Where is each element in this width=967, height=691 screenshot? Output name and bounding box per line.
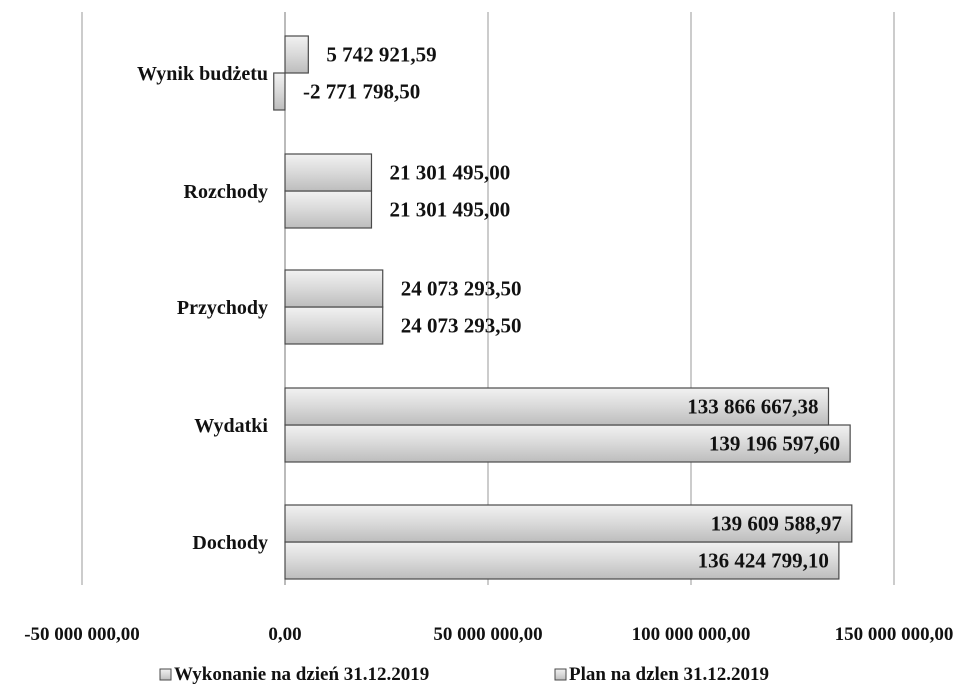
legend-swatch — [554, 668, 567, 681]
data-label: 5 742 921,59 — [326, 43, 436, 67]
x-tick-label: 0,00 — [268, 624, 301, 645]
category-labels: Dochody Wydatki Przychody Rozchody Wynik bud… — [137, 63, 268, 554]
bar — [284, 35, 309, 74]
data-label: -2 771 798,50 — [303, 80, 420, 104]
bar — [284, 541, 840, 580]
legend-label: Wykonanie na dzień 31.12.2019 — [174, 664, 429, 685]
bar — [284, 306, 384, 345]
x-tick-label: -50 000 000,00 — [24, 624, 140, 645]
category-label: Wynik budżetu — [137, 63, 268, 85]
data-label: 133 866 667,38 — [687, 395, 818, 419]
data-label: 21 301 495,00 — [389, 198, 510, 222]
data-label: 139 609 588,97 — [711, 512, 842, 536]
bar — [284, 269, 384, 308]
category-label: Rozchody — [184, 181, 268, 203]
bar — [284, 190, 373, 229]
data-labels: 136 424 799,10 139 609 588,97 139 196 597,… — [303, 43, 842, 573]
bars — [273, 35, 853, 580]
x-tick-label: 50 000 000,00 — [433, 624, 542, 645]
x-tick-labels: -50 000 000,00 0,00 50 000 000,00 100 000 0… — [24, 624, 953, 645]
data-label: 21 301 495,00 — [389, 161, 510, 185]
bar — [273, 72, 286, 111]
bar — [284, 153, 373, 192]
bar — [284, 387, 830, 426]
legend-swatch — [159, 668, 172, 681]
data-label: 139 196 597,60 — [709, 432, 840, 456]
data-label: 24 073 293,50 — [401, 277, 522, 301]
legend-label: Plan na dzlen 31.12.2019 — [569, 664, 769, 685]
data-label: 136 424 799,10 — [698, 549, 829, 573]
category-label: Wydatki — [194, 415, 268, 437]
bar — [284, 504, 853, 543]
x-tick-label: 150 000 000,00 — [835, 624, 954, 645]
data-label: 24 073 293,50 — [401, 314, 522, 338]
category-label: Przychody — [177, 297, 268, 319]
legend: Wykonanie na dzień 31.12.2019 Plan na dzl… — [159, 664, 769, 685]
category-label: Dochody — [192, 532, 268, 554]
x-tick-label: 100 000 000,00 — [632, 624, 751, 645]
